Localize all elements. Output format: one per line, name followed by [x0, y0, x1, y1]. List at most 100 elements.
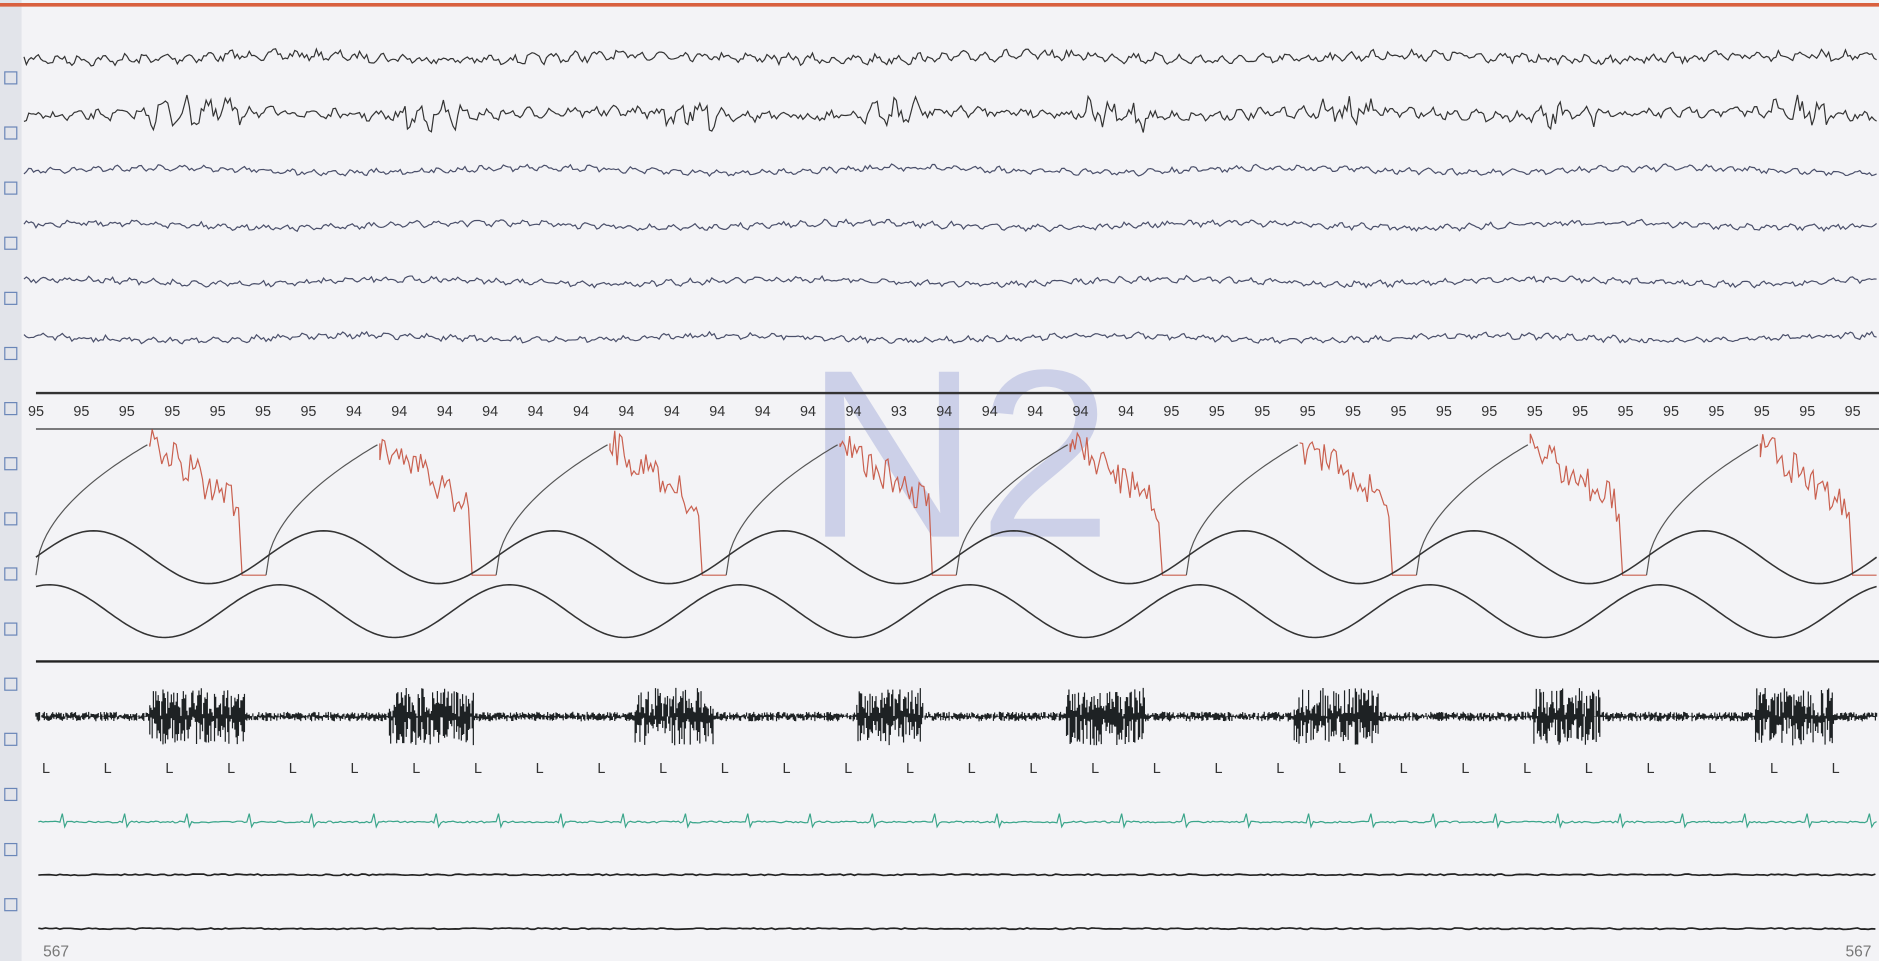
event-marker: L [1523, 761, 1531, 777]
eeg-trace [23, 47, 1877, 67]
event-marker: L [165, 761, 173, 777]
epoch-left: 567 [43, 944, 69, 961]
event-marker: L [42, 761, 50, 777]
event-marker: L [536, 761, 544, 777]
eeg-trace [23, 163, 1877, 177]
spo2-label: 94 [482, 404, 498, 420]
spo2-label: 95 [1618, 404, 1634, 420]
event-marker: L [1832, 761, 1840, 777]
spo2-label: 95 [1254, 404, 1270, 420]
flow-rise [1645, 444, 1759, 576]
toolbar-icon [4, 898, 18, 912]
toolbar-icon [4, 622, 18, 636]
spo2-label: 95 [1390, 404, 1406, 420]
epoch-right: 567 [1845, 944, 1871, 961]
flow-desat [839, 435, 957, 576]
eeg-trace [23, 218, 1877, 233]
toolbar-icon [4, 126, 18, 140]
spo2-label: 95 [1300, 404, 1316, 420]
flow-rise [35, 444, 148, 576]
flow-rise [1185, 444, 1299, 576]
spo2-label: 95 [73, 404, 89, 420]
spo2-label: 94 [936, 404, 952, 420]
spo2-label: 94 [1073, 404, 1089, 420]
flow-rise [1415, 444, 1529, 576]
toolbar-icon [4, 567, 18, 581]
event-marker: L [1585, 761, 1593, 777]
event-marker: L [1461, 761, 1469, 777]
spo2-label: 95 [1436, 404, 1452, 420]
ecg-trace [38, 813, 1877, 829]
spo2-label: 94 [982, 404, 998, 420]
event-marker: L [968, 761, 976, 777]
flow-desat [1299, 440, 1417, 576]
event-marker: L [783, 761, 791, 777]
flow-rise [265, 444, 378, 576]
spo2-label: 94 [346, 404, 362, 420]
spo2-label: 95 [119, 404, 135, 420]
eeg-trace [23, 274, 1877, 289]
event-marker: L [1338, 761, 1346, 777]
event-marker: L [227, 761, 235, 777]
spo2-label: 95 [1163, 404, 1179, 420]
toolbar-icon [4, 842, 18, 857]
effort-trace [35, 530, 1878, 585]
event-marker: L [289, 761, 297, 777]
left-toolbar [0, 0, 22, 961]
spo2-label: 95 [210, 404, 226, 420]
spo2-label: 95 [1481, 404, 1497, 420]
snore-trace [35, 687, 1878, 746]
toolbar-icon [4, 71, 18, 85]
flow-desat [149, 429, 267, 576]
spo2-label: 93 [891, 404, 907, 420]
signals: 95 95 95 95 95 95 95 94 94 94 94 94 94 94 94 94 94 94 94 93… [4, 47, 1879, 931]
event-marker: L [1400, 761, 1408, 777]
spo2-label: 94 [845, 404, 861, 420]
spo2-label: 95 [1345, 404, 1361, 420]
event-marker: L [1276, 761, 1284, 777]
spo2-label: 94 [1027, 404, 1043, 420]
toolbar-icon [4, 236, 18, 250]
spo2-label: 95 [164, 404, 180, 420]
eeg-trace [23, 94, 1877, 133]
spo2-label: 95 [255, 404, 271, 420]
spo2-label: 94 [573, 404, 589, 420]
flat-trace [38, 873, 1876, 877]
toolbar-icon [4, 512, 18, 526]
toolbar-icon [4, 181, 18, 195]
spo2-label: 94 [664, 404, 680, 420]
event-marker: L [412, 761, 420, 777]
spo2-label: 94 [391, 404, 407, 420]
spo2-label: 94 [618, 404, 634, 420]
spo2-label: 95 [28, 404, 44, 420]
event-marker: L [1029, 761, 1037, 777]
spo2-label: 95 [1845, 404, 1861, 420]
spo2-label: 95 [1663, 404, 1679, 420]
flow-desat [1529, 433, 1647, 576]
flow-rise [725, 444, 838, 576]
event-marker: L [1708, 761, 1716, 777]
event-marker: L [659, 761, 667, 777]
event-marker: L [597, 761, 605, 777]
toolbar-icon [4, 677, 18, 691]
event-marker: L [1091, 761, 1099, 777]
spo2-label: 95 [1754, 404, 1770, 420]
spo2-label: 94 [528, 404, 544, 420]
spo2-label: 94 [800, 404, 816, 420]
spo2-label: 95 [1527, 404, 1543, 420]
event-marker: L [721, 761, 729, 777]
flow-desat [379, 438, 497, 576]
spo2-label: 95 [1799, 404, 1815, 420]
toolbar-icon [4, 402, 18, 416]
spo2-label: 94 [709, 404, 725, 420]
toolbar-icon [4, 457, 18, 471]
flat-trace [38, 927, 1876, 931]
spo2-label: 95 [1708, 404, 1724, 420]
toolbar-icon [4, 787, 18, 802]
toolbar-icon [4, 291, 18, 305]
event-marker: L [351, 761, 359, 777]
flow-desat [609, 430, 727, 576]
